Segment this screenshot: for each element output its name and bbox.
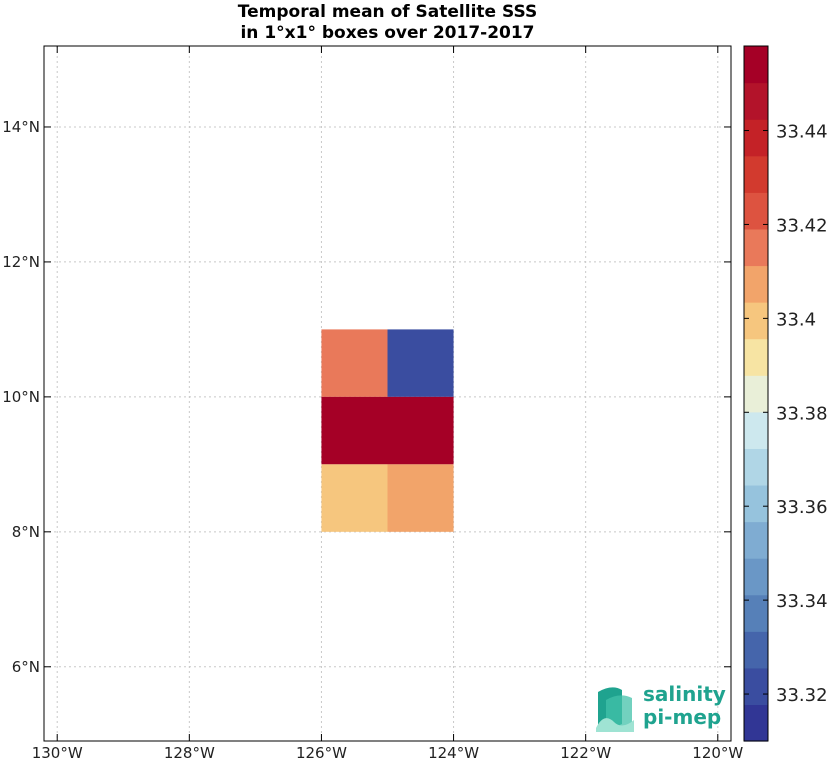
- colorbar-segment: [744, 594, 768, 632]
- colorbar-segment: [744, 375, 768, 413]
- data-cell: [321, 396, 388, 465]
- x-tick-label: 130°W: [32, 744, 83, 762]
- colorbar-tick-label: 33.44: [776, 122, 828, 143]
- logo-wave-icon-3: [596, 718, 634, 732]
- y-tick-label: 8°N: [12, 523, 40, 541]
- colorbar-segment: [744, 228, 768, 267]
- data-cell: [321, 329, 388, 397]
- colorbar-tick-label: 33.34: [776, 591, 828, 612]
- colorbar-segment: [744, 667, 768, 706]
- colorbar: 33.32 33.34 33.36 33.38 33.4 33.42 33.44: [743, 45, 828, 742]
- x-tick-label: 126°W: [296, 744, 347, 762]
- colorbar-segment: [744, 704, 768, 742]
- colorbar-segment: [744, 119, 768, 157]
- x-tick-label: 120°W: [692, 744, 743, 762]
- colorbar-segment: [744, 448, 768, 486]
- colorbar-segment: [744, 631, 768, 669]
- colorbar-frame: [743, 45, 769, 742]
- colorbar-segment: [744, 82, 768, 120]
- data-cell: [321, 464, 388, 532]
- y-tick-label: 6°N: [12, 658, 40, 676]
- colorbar-segment: [744, 155, 768, 193]
- colorbar-segment: [744, 265, 768, 303]
- colorbar-tick-label: 33.4: [776, 309, 816, 330]
- grid-lines: [44, 46, 731, 741]
- colorbar-segment: [744, 484, 768, 523]
- colorbar-segment: [744, 521, 768, 559]
- data-cells: [321, 329, 454, 532]
- x-tick-label: 122°W: [560, 744, 611, 762]
- colorbar-tick-label: 33.32: [776, 685, 828, 706]
- data-cell: [387, 329, 454, 397]
- colorbar-segment: [744, 46, 768, 84]
- colorbar-tick-label: 33.36: [776, 497, 828, 518]
- colorbar-segment: [744, 338, 768, 376]
- logo-text-line2: pi-mep: [643, 705, 721, 729]
- axis-ticks: 130°W 128°W 126°W 124°W 122°W 120°W 6°N 8°N 10°N…: [2, 46, 743, 762]
- colorbar-tick-label: 33.42: [776, 215, 828, 236]
- colorbar-segment: [744, 302, 768, 340]
- data-cell: [387, 464, 454, 532]
- colorbar-segment: [744, 192, 768, 230]
- chart-title-line2: in 1°x1° boxes over 2017-2017: [240, 23, 535, 43]
- y-tick-label: 14°N: [2, 118, 40, 136]
- y-tick-label: 10°N: [2, 388, 40, 406]
- y-tick-label: 12°N: [2, 253, 40, 271]
- x-tick-label: 128°W: [164, 744, 215, 762]
- logo-text-line1: salinity: [643, 682, 726, 706]
- x-tick-label: 124°W: [428, 744, 479, 762]
- colorbar-segment: [744, 558, 768, 596]
- salinity-pimep-logo: salinity pi-mep: [596, 682, 726, 732]
- colorbar-tick-label: 33.38: [776, 403, 828, 424]
- axes-frame: [43, 45, 732, 742]
- data-cell: [387, 396, 454, 465]
- chart-title-line1: Temporal mean of Satellite SSS: [237, 2, 538, 22]
- colorbar-segment: [744, 411, 768, 449]
